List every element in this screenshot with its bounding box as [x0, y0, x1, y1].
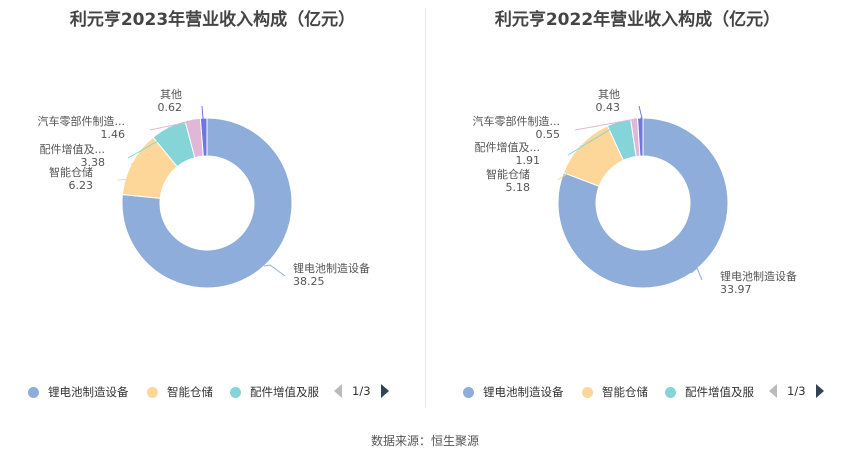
label-leader-line: [127, 127, 173, 159]
slice-label-name: 智能仓储: [49, 165, 93, 179]
legend-prev-arrow-icon[interactable]: [769, 384, 777, 398]
slice-label-value: 1.91: [516, 154, 541, 167]
legend-2022: 锂电池制造设备 智能仓储 配件增值及服 1/3: [425, 384, 850, 404]
legend-item-parts-service[interactable]: 配件增值及服: [665, 384, 754, 400]
label-leader-line: [263, 264, 286, 277]
slice-label-value: 0.55: [536, 128, 561, 141]
legend-label: 锂电池制造设备: [483, 385, 564, 399]
legend-pager-2022: 1/3: [769, 384, 824, 398]
legend-label: 智能仓储: [602, 385, 648, 399]
slice-label-value: 0.43: [596, 101, 621, 114]
label-leader-line: [690, 267, 703, 281]
slice-label-value: 5.18: [506, 181, 531, 194]
slice-label-name: 其他: [598, 88, 620, 101]
slice-label-name: 汽车零部件制造...: [473, 114, 561, 128]
legend-dot-icon: [28, 386, 39, 398]
slice-label-name: 锂电池制造设备: [720, 269, 797, 283]
slice-label-value: 1.46: [101, 128, 126, 141]
slice-label-value: 33.97: [720, 283, 752, 296]
label-leader-line: [149, 119, 194, 131]
legend-page-indicator: 1/3: [787, 384, 806, 398]
legend-dot-icon: [665, 386, 676, 398]
slice-label-name: 配件增值及...: [40, 142, 106, 156]
slice-label-name: 智能仓储: [486, 167, 530, 181]
legend-next-arrow-icon[interactable]: [380, 384, 389, 398]
legend-pager-2023: 1/3: [334, 384, 389, 398]
legend-item-lithium-equipment[interactable]: 锂电池制造设备: [463, 384, 564, 400]
legend-item-smart-storage[interactable]: 智能仓储: [582, 384, 648, 400]
label-leader-line: [116, 162, 133, 181]
legend-page-indicator: 1/3: [352, 384, 371, 398]
label-leader-line: [557, 144, 582, 181]
donut-slice-4[interactable]: [637, 117, 644, 157]
legend-label: 配件增值及服: [250, 385, 319, 399]
slice-label-name: 其他: [160, 88, 182, 101]
label-leader-line: [574, 117, 637, 131]
legend-item-lithium-equipment[interactable]: 锂电池制造设备: [28, 384, 129, 400]
legend-dot-icon: [463, 386, 474, 398]
slice-label-name: 锂电池制造设备: [293, 261, 370, 275]
chart-title-2023: 利元亨2023年营业收入构成（亿元）: [69, 10, 356, 30]
slice-label-value: 3.38: [81, 156, 106, 169]
slice-label-value: 0.62: [158, 101, 183, 114]
legend-item-parts-service[interactable]: 配件增值及服: [230, 384, 319, 400]
legend-label: 配件增值及服: [685, 385, 754, 399]
panel-divider: [425, 8, 426, 408]
chart-panel-2023: 利元亨2023年营业收入构成（亿元） 锂电池制造设备 38.25 智能仓储 6.23 配…: [0, 0, 425, 420]
donut-slice-0[interactable]: [121, 117, 293, 289]
legend-label: 锂电池制造设备: [48, 385, 129, 399]
legend-dot-icon: [230, 386, 241, 398]
label-leader-line: [638, 105, 643, 119]
donut-slice-0[interactable]: [557, 117, 729, 289]
slice-label-name: 配件增值及...: [475, 140, 541, 154]
legend-dot-icon: [582, 386, 593, 398]
chart-panel-2022: 利元亨2022年营业收入构成（亿元） 锂电池制造设备 33.97 智能仓储 5.18 配…: [425, 0, 850, 420]
legend-prev-arrow-icon[interactable]: [334, 384, 342, 398]
slice-label-value: 6.23: [69, 179, 94, 192]
legend-2023: 锂电池制造设备 智能仓储 配件增值及服 1/3: [0, 384, 425, 404]
label-leader-line: [201, 105, 204, 119]
legend-item-smart-storage[interactable]: 智能仓储: [147, 384, 213, 400]
legend-label: 智能仓储: [167, 385, 213, 399]
legend-next-arrow-icon[interactable]: [815, 384, 824, 398]
slice-label-name: 汽车零部件制造...: [38, 114, 126, 128]
slice-label-value: 38.25: [293, 275, 325, 288]
legend-dot-icon: [147, 386, 158, 398]
data-source-note: 数据来源：恒生聚源: [370, 434, 479, 448]
chart-title-2022: 利元亨2022年营业收入构成（亿元）: [494, 10, 781, 30]
